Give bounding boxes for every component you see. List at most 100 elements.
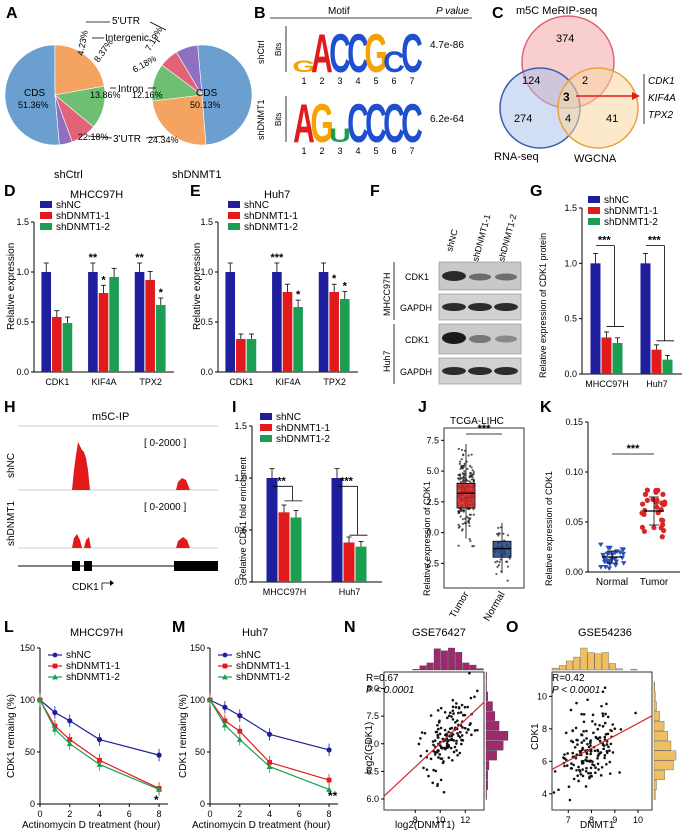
y-tick-label: 7.0 [366, 739, 379, 749]
data-point [660, 491, 666, 497]
data-point [326, 786, 333, 792]
venn-arrow-head [632, 92, 640, 100]
data-point [457, 734, 460, 738]
panel-k-ylabel: Relative expression of CDK1 [544, 471, 554, 586]
data-point [447, 730, 450, 734]
y-tick-label: 1.0 [200, 267, 213, 277]
y-tick-label: 0.5 [16, 317, 29, 327]
motif-row1-pvalue: 4.7e-86 [430, 40, 464, 51]
data-point [585, 737, 588, 740]
panel-o-p: P < 0.0001 [552, 685, 600, 696]
track2-label: shDNMT1 [6, 501, 17, 546]
data-point [420, 731, 424, 734]
data-point [468, 464, 472, 468]
data-point [51, 726, 58, 732]
data-point [156, 752, 162, 758]
data-point [600, 552, 606, 558]
motif-letter-g: G [310, 94, 333, 155]
legend-swatch [260, 424, 272, 431]
data-point [457, 523, 460, 526]
legend-marker [222, 663, 228, 669]
pie-chart-shctrl [4, 44, 106, 146]
marginal-histogram-bar [485, 691, 488, 702]
significance-star: *** [270, 252, 284, 264]
marginal-histogram-bar [440, 650, 448, 671]
motif-position: 2 [319, 76, 324, 86]
x-tick-label: 2 [237, 809, 242, 819]
data-point [429, 714, 433, 717]
panel-letter-b: B [254, 5, 266, 22]
data-point [237, 728, 243, 734]
bar-shnc [318, 272, 329, 372]
bar-shnc [272, 272, 282, 372]
data-point [582, 730, 585, 733]
x-tick-label: 8 [589, 815, 594, 825]
data-point [598, 723, 601, 727]
legend-marker [222, 674, 228, 680]
data-point [605, 762, 608, 766]
data-point [553, 770, 557, 773]
data-point [448, 711, 452, 715]
data-point [581, 761, 585, 765]
data-point [467, 454, 470, 457]
panel-n-title: GSE76427 [412, 627, 466, 639]
data-point [470, 466, 473, 469]
significance-star: * [343, 281, 348, 293]
panel-letter-c: C [492, 5, 504, 22]
venn-count-124: 124 [522, 75, 540, 87]
y-tick-label: 2.5 [426, 497, 439, 507]
motif-letter-c: C [383, 46, 405, 79]
legend-label: shDNMT1-2 [276, 434, 330, 445]
y-tick-label: 6.5 [366, 766, 379, 776]
data-point [455, 749, 458, 752]
marginal-histogram-bar [419, 665, 427, 671]
data-point [444, 747, 447, 751]
data-point [603, 735, 607, 739]
y-tick-label: 0.5 [200, 317, 213, 327]
panel-l-xlabel: Actinomycin D treatment (hour) [22, 820, 160, 831]
motif-position: 2 [319, 146, 324, 156]
motif-position: 6 [391, 146, 396, 156]
data-point [439, 778, 443, 782]
y-tick-label: -2.5 [423, 558, 439, 568]
data-point [449, 738, 453, 742]
venn-gene-1: CDK1 [648, 76, 675, 87]
data-point [605, 749, 609, 753]
y-tick-label: 100 [190, 695, 205, 705]
significance-star: * [332, 273, 337, 285]
x-tick-label: 8 [157, 809, 162, 819]
motif-row2-label: shDNMT1 [256, 99, 266, 140]
series-line-shnc [209, 699, 330, 751]
pie-left-intron-pct: 13.86% [90, 90, 121, 100]
data-point [460, 734, 464, 737]
data-point [585, 766, 588, 770]
data-point [587, 745, 591, 749]
bar-shdnmt1-1 [145, 280, 155, 372]
data-point [618, 771, 621, 774]
data-point [582, 739, 586, 742]
bar-shdnmt1-1 [278, 512, 290, 582]
data-point [611, 723, 615, 726]
venn-set1-label: m5C MeRIP-seq [516, 5, 597, 17]
marginal-histogram-bar [485, 770, 488, 780]
data-point [425, 749, 429, 753]
data-point [466, 727, 470, 731]
data-point [506, 560, 509, 563]
data-point [611, 751, 615, 754]
y-tick-label: 1.5 [200, 217, 213, 227]
y-tick-label: 4 [542, 789, 547, 799]
significance-star: * [101, 274, 106, 286]
blot-row-cdk1-2: CDK1 [405, 335, 429, 345]
data-point [589, 752, 592, 756]
data-point [472, 478, 475, 481]
panel-n-xlabel: log2(DNMT1) [395, 820, 455, 831]
x-tick-label: 7 [566, 815, 571, 825]
marginal-histogram-bar [426, 662, 434, 671]
data-point [651, 524, 657, 531]
data-point [496, 560, 499, 563]
pie-slice-5utr [54, 94, 73, 146]
marginal-histogram-bar [653, 711, 660, 721]
data-point [582, 720, 586, 724]
data-point [506, 579, 509, 582]
data-point [466, 467, 469, 471]
